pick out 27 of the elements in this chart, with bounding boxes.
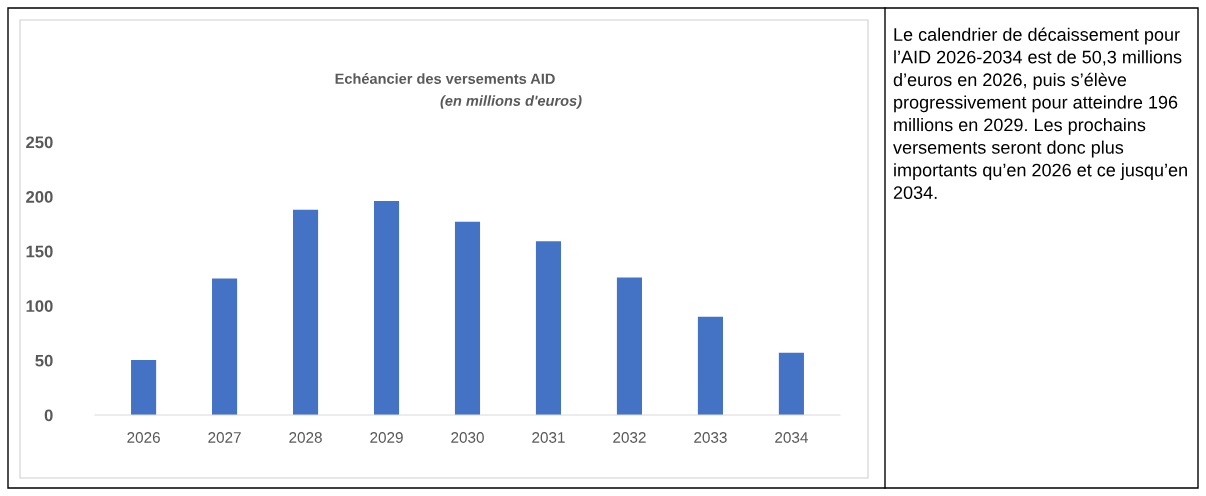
y-tick-label: 150 xyxy=(26,245,53,258)
x-tick-label: 2031 xyxy=(532,432,565,443)
y-tick-label: 250 xyxy=(26,136,53,149)
y-tick-label: 200 xyxy=(26,191,53,203)
bar xyxy=(212,278,238,415)
chart-subtitle: (en millions d'euros) xyxy=(440,95,582,109)
y-tick-label: 0 xyxy=(44,409,53,422)
x-tick-label: 2026 xyxy=(127,432,160,443)
x-tick-label: 2028 xyxy=(289,432,322,443)
bar xyxy=(616,277,643,415)
bar xyxy=(131,360,157,415)
bar xyxy=(535,241,562,415)
x-tick-label: 2027 xyxy=(208,432,241,443)
bar xyxy=(373,200,400,415)
bar xyxy=(697,316,723,415)
bar xyxy=(292,209,319,415)
bar xyxy=(778,352,804,415)
y-tick-label: 50 xyxy=(35,354,53,367)
bar xyxy=(454,221,481,415)
x-tick-label: 2033 xyxy=(694,432,727,443)
chart-title: Echéancier des versements AID xyxy=(335,73,555,84)
y-tick-label: 100 xyxy=(26,300,53,312)
x-tick-label: 2032 xyxy=(613,432,646,443)
x-tick-label: 2029 xyxy=(370,432,403,443)
x-tick-label: 2034 xyxy=(775,432,808,443)
x-tick-label: 2030 xyxy=(451,432,484,443)
text: Le calendrier de décaissement pour l’AID 2026-2034 est de 50,3 millions d’euros en 2026, puis s’élève progressivement pour atteindre 196 millions en 2029. Les prochains versements seront donc plus importants qu’en 2026 et ce jusqu’en 2034. xyxy=(893,27,1187,200)
